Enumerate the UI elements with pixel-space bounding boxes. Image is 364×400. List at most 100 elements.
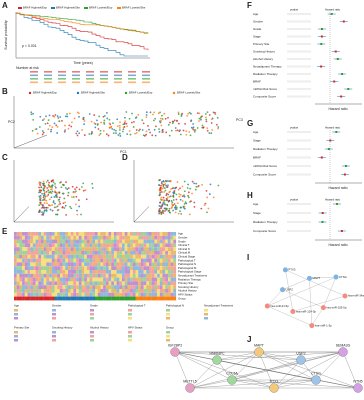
heatmap-cell	[108, 266, 112, 270]
point	[177, 188, 180, 191]
node	[338, 347, 348, 357]
heatmap-cell	[132, 296, 136, 301]
point	[103, 115, 106, 117]
point	[45, 209, 48, 211]
heatmap-cell	[32, 296, 36, 301]
heatmap-cell	[76, 285, 79, 289]
heatmap-cell	[105, 239, 109, 244]
heatmap-row-label: Grade	[178, 239, 186, 243]
heatmap-cell	[122, 296, 125, 301]
heatmap-cell	[19, 289, 23, 293]
heatmap-cell	[116, 285, 120, 289]
heatmap-cell	[162, 262, 166, 267]
heatmap-cell	[19, 266, 23, 270]
point	[169, 190, 171, 193]
km-curve	[15, 13, 149, 34]
point	[161, 198, 164, 201]
heatmap-cell	[54, 262, 58, 267]
heatmap-cell	[32, 247, 36, 251]
heatmap-cell	[151, 258, 155, 263]
point	[193, 130, 196, 133]
heatmap-cell	[143, 270, 147, 274]
point	[119, 121, 121, 124]
heatmap-cell	[170, 270, 174, 274]
heatmap-cell	[57, 251, 60, 255]
heatmap-cell	[100, 235, 104, 240]
heatmap-cell	[89, 285, 93, 289]
heatmap-cell	[173, 266, 177, 270]
heatmap-cell	[108, 251, 112, 255]
heatmap-cell	[54, 277, 58, 282]
heatmap-cell	[130, 243, 133, 248]
heatmap-cell	[159, 296, 163, 301]
point	[49, 191, 52, 194]
heatmap-cell	[132, 239, 136, 244]
edge	[300, 351, 344, 361]
point	[45, 199, 48, 202]
axis-label: PC2	[8, 120, 15, 124]
heatmap-cell	[119, 296, 123, 301]
heatmap-cell	[173, 258, 177, 263]
heatmap-cell	[59, 273, 63, 278]
heatmap-cell	[154, 247, 158, 251]
heatmap-cell	[122, 262, 125, 267]
point	[82, 118, 85, 120]
heatmap-cell	[30, 232, 33, 236]
point	[168, 211, 171, 214]
row-shade	[287, 88, 311, 90]
point	[188, 111, 191, 114]
heatmap-cell	[43, 258, 47, 263]
point	[39, 189, 42, 192]
point	[145, 111, 148, 114]
point	[171, 201, 174, 204]
point	[160, 211, 163, 214]
point	[67, 194, 69, 197]
risk-cell	[86, 71, 94, 73]
heatmap-cell	[41, 251, 44, 255]
heatmap-cell	[170, 281, 174, 286]
heatmap-cell	[57, 232, 60, 236]
row-label: BRAF	[253, 155, 261, 159]
point	[74, 188, 76, 191]
heatmap-cell	[49, 232, 52, 236]
point	[61, 119, 63, 122]
heatmap-cell	[140, 239, 144, 244]
heatmap-cell	[113, 235, 117, 240]
point	[39, 184, 42, 186]
heatmap-cell	[127, 239, 131, 244]
heatmap-cell	[113, 262, 117, 267]
point	[84, 189, 87, 192]
row-shade	[287, 28, 311, 30]
heatmap-cell	[124, 277, 128, 282]
point	[55, 124, 58, 127]
heatmap-cell	[59, 296, 63, 301]
heatmap-cell	[81, 266, 85, 270]
estimate	[320, 28, 323, 30]
point	[168, 209, 171, 212]
heatmap-cell	[124, 232, 128, 236]
point	[162, 186, 165, 189]
heatmap-cell	[27, 254, 31, 259]
heatmap-cell	[78, 292, 82, 297]
heatmap-cell	[105, 258, 109, 263]
point	[99, 132, 102, 135]
heatmap-cell	[159, 235, 163, 240]
heatmap-cell	[97, 285, 101, 289]
heatmap-cell	[108, 292, 112, 297]
heatmap-cell	[65, 270, 69, 274]
heatmap-cell	[135, 292, 139, 297]
heatmap-cell	[167, 243, 171, 248]
heatmap-cell	[86, 247, 90, 251]
heatmap-cell	[111, 258, 114, 263]
node-label: PTX3	[288, 268, 295, 272]
heatmap-cell	[54, 289, 58, 293]
heatmap-cell	[38, 296, 42, 301]
edge	[216, 351, 260, 361]
heatmap-cell	[159, 289, 163, 293]
heatmap-cell	[165, 235, 168, 240]
heatmap-cell	[30, 285, 33, 289]
row-shade	[287, 80, 311, 83]
heatmap-cell	[103, 243, 106, 248]
heatmap-cell	[70, 239, 74, 244]
heatmap-row-label: Primary Site	[178, 281, 194, 285]
